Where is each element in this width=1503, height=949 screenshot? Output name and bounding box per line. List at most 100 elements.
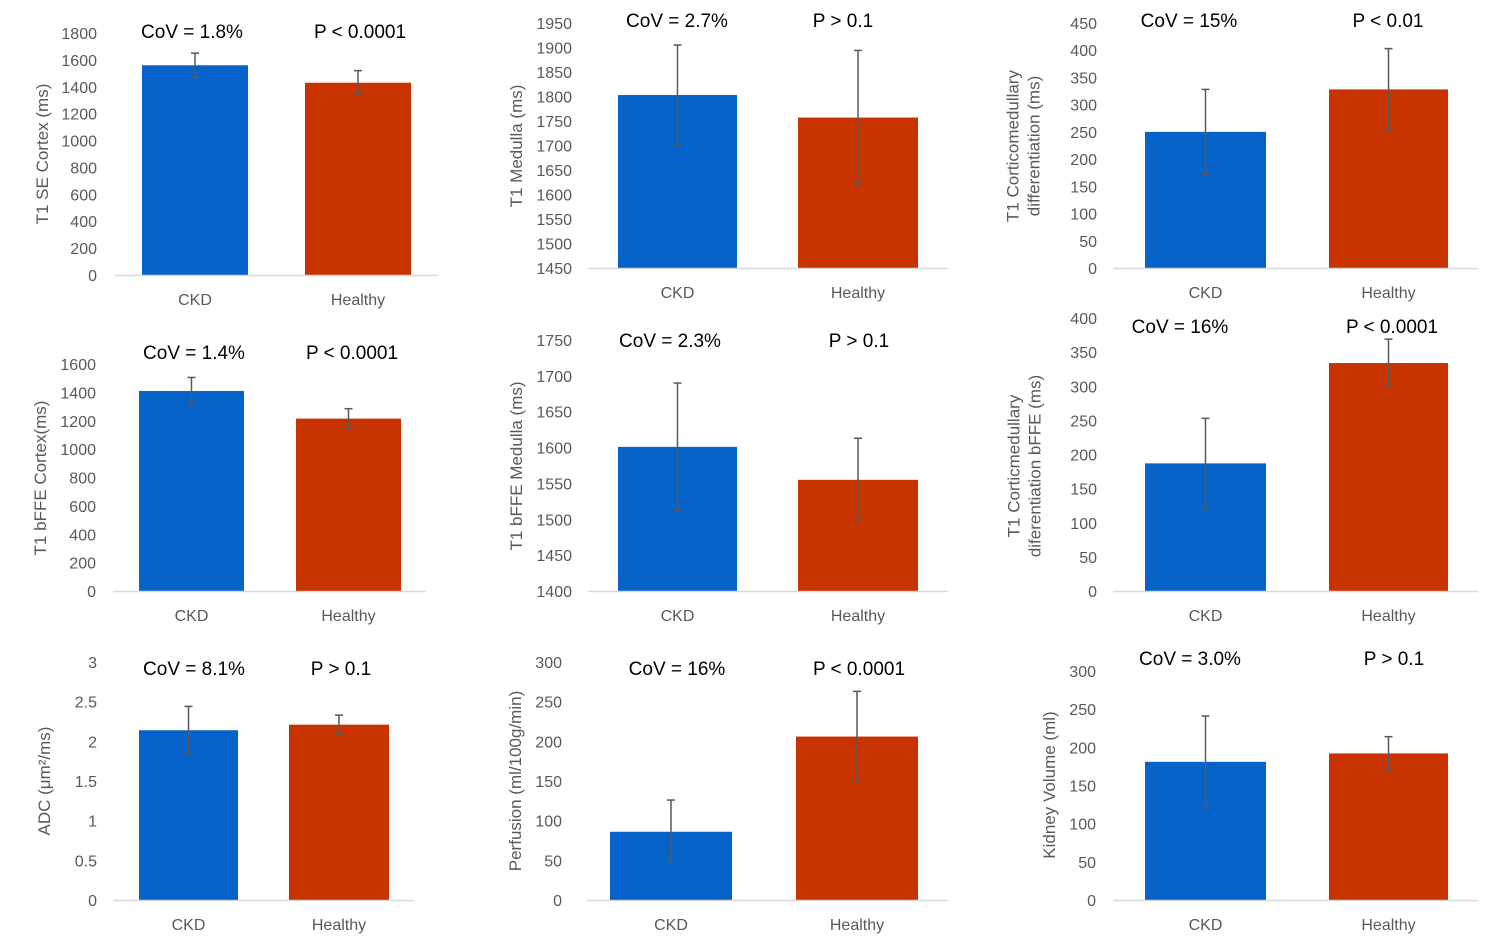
y-tick-label: 100 (1069, 817, 1096, 834)
bar-ckd (139, 390, 244, 591)
y-tick-label: 600 (69, 499, 96, 516)
p-value-annotation: P < 0.0001 (813, 659, 905, 680)
y-tick-label: 1700 (536, 139, 572, 156)
y-tick-label: 100 (535, 814, 562, 831)
y-tick-label: 1650 (536, 405, 572, 422)
y-tick-label: 1800 (61, 26, 97, 43)
y-tick-label: 0.5 (75, 853, 97, 870)
category-label: Healthy (1361, 285, 1415, 302)
y-axis-label: T1 Corticmedullary (1005, 394, 1024, 537)
y-tick-label: 1000 (60, 442, 96, 459)
y-tick-label: 1450 (536, 548, 572, 565)
y-tick-label: 1600 (61, 53, 97, 70)
y-tick-label: 1650 (536, 163, 572, 180)
cov-annotation: CoV = 3.0% (1139, 649, 1241, 670)
y-tick-label: 600 (70, 187, 97, 204)
category-label: CKD (1189, 285, 1223, 302)
y-tick-label: 150 (1070, 179, 1097, 196)
y-tick-label: 1200 (60, 414, 96, 431)
y-tick-label: 100 (1070, 516, 1097, 533)
y-tick-label: 50 (1078, 855, 1096, 872)
y-tick-label: 300 (1070, 379, 1097, 396)
bar-healthy (1329, 363, 1448, 591)
y-tick-label: 400 (1070, 311, 1097, 328)
y-tick-label: 150 (535, 774, 562, 791)
y-tick-label: 300 (535, 655, 562, 672)
y-tick-label: 1800 (536, 90, 572, 107)
bar-ckd (142, 65, 248, 276)
category-label: CKD (1189, 917, 1223, 934)
y-tick-label: 1600 (536, 441, 572, 458)
cov-annotation: CoV = 15% (1141, 11, 1238, 32)
y-tick-label: 800 (69, 471, 96, 488)
y-tick-label: 50 (1079, 550, 1097, 567)
y-tick-label: 1450 (536, 261, 572, 278)
y-tick-label: 200 (535, 734, 562, 751)
y-tick-label: 200 (1070, 152, 1097, 169)
y-tick-label: 250 (535, 695, 562, 712)
y-tick-label: 1550 (536, 212, 572, 229)
p-value-annotation: P < 0.01 (1353, 11, 1424, 32)
category-label: Healthy (1361, 917, 1415, 934)
p-value-annotation: P < 0.0001 (1346, 317, 1438, 338)
y-tick-label: 1750 (536, 333, 572, 350)
category-label: Healthy (831, 285, 885, 302)
category-label: CKD (172, 917, 206, 934)
y-tick-label: 1 (88, 814, 97, 831)
y-tick-label: 300 (1070, 98, 1097, 115)
y-tick-label: 1600 (60, 357, 96, 374)
y-tick-label: 250 (1069, 702, 1096, 719)
bar-healthy (1329, 753, 1448, 900)
y-tick-label: 0 (1087, 893, 1096, 910)
y-axis-label: Perfusion (ml/100g/min) (506, 691, 525, 871)
y-axis-label: T1 SE Cortex (ms) (33, 84, 52, 225)
y-tick-label: 1000 (61, 134, 97, 151)
y-tick-label: 0 (1088, 261, 1097, 278)
bar-healthy (305, 82, 411, 275)
y-axis-label: T1 Medulla (ms) (507, 85, 526, 208)
bar-healthy (289, 724, 389, 900)
y-tick-label: 1950 (536, 16, 572, 33)
cov-annotation: CoV = 8.1% (143, 659, 245, 680)
category-label: Healthy (830, 917, 884, 934)
y-tick-label: 1550 (536, 476, 572, 493)
p-value-annotation: P > 0.1 (813, 11, 873, 32)
y-tick-label: 1750 (536, 114, 572, 131)
cov-annotation: CoV = 2.7% (626, 11, 728, 32)
y-tick-label: 400 (70, 214, 97, 231)
y-tick-label: 50 (544, 853, 562, 870)
y-tick-label: 0 (553, 893, 562, 910)
p-value-annotation: P > 0.1 (829, 331, 889, 352)
category-label: Healthy (321, 608, 375, 625)
bar-ckd (139, 730, 238, 900)
y-axis-label: T1 bFFE Cortex(ms) (31, 401, 50, 556)
cov-annotation: CoV = 2.3% (619, 331, 721, 352)
y-tick-label: 200 (70, 241, 97, 258)
y-axis-label: diferentiation bFFE (ms) (1026, 375, 1045, 557)
y-tick-label: 1600 (536, 188, 572, 205)
y-tick-label: 100 (1070, 207, 1097, 224)
y-tick-label: 200 (1070, 448, 1097, 465)
y-tick-label: 1200 (61, 107, 97, 124)
y-tick-label: 250 (1070, 125, 1097, 142)
y-axis-label: T1 Corticomedullary (1004, 69, 1023, 222)
y-tick-label: 200 (69, 556, 96, 573)
y-tick-label: 300 (1069, 664, 1096, 681)
y-tick-label: 350 (1070, 70, 1097, 87)
y-tick-label: 1.5 (75, 774, 97, 791)
y-tick-label: 1700 (536, 369, 572, 386)
category-label: CKD (175, 608, 209, 625)
category-label: CKD (178, 292, 212, 309)
p-value-annotation: P > 0.1 (1364, 649, 1424, 670)
p-value-annotation: P < 0.0001 (306, 343, 398, 364)
y-tick-label: 0 (87, 584, 96, 601)
cov-annotation: CoV = 1.4% (143, 343, 245, 364)
y-tick-label: 150 (1069, 779, 1096, 796)
y-tick-label: 1900 (536, 41, 572, 58)
y-axis-label: ADC (μm²/ms) (35, 727, 54, 836)
category-label: CKD (1189, 608, 1223, 625)
category-label: CKD (661, 608, 695, 625)
y-axis-label: Kidney Volume (ml) (1040, 711, 1059, 858)
y-tick-label: 2 (88, 734, 97, 751)
